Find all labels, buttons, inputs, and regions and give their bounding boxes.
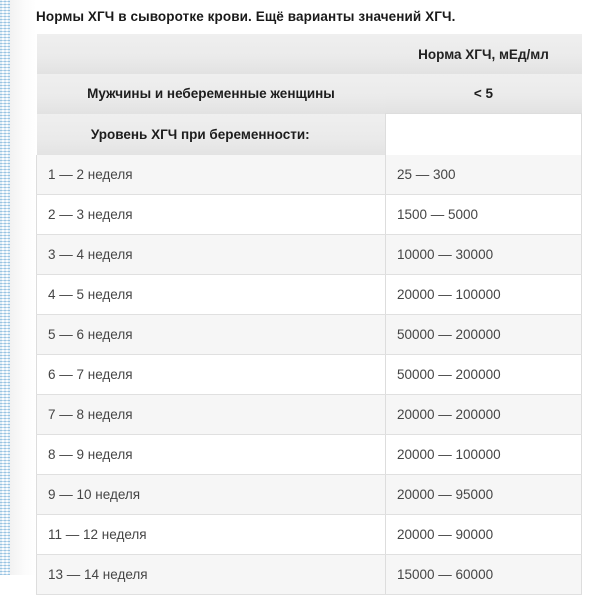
cell-hcg-value: 1500 — 5000: [385, 194, 582, 235]
table-header: Норма ХГЧ, мЕд/мл Мужчины и небеременные…: [36, 34, 582, 155]
cell-week-range: 8 — 9 неделя: [36, 434, 386, 475]
subheader-row-value: [385, 113, 582, 155]
page-title: Нормы ХГЧ в сыворотке крови. Ещё вариант…: [36, 9, 456, 24]
table-group-row-nonpregnant: Мужчины и небеременные женщины < 5: [36, 74, 582, 114]
cell-week-range: 2 — 3 неделя: [36, 194, 386, 235]
group-row-label: Мужчины и небеременные женщины: [36, 74, 386, 114]
table-row: 4 — 5 неделя 20000 — 100000: [36, 274, 582, 315]
cell-week-range: 11 — 12 неделя: [36, 514, 386, 555]
cell-hcg-value: 50000 — 200000: [385, 314, 582, 355]
decorative-page-edge-strip: [0, 0, 10, 575]
cell-week-range: 1 — 2 неделя: [36, 154, 386, 195]
cell-hcg-value: 20000 — 200000: [385, 394, 582, 435]
table-row: 8 — 9 неделя 20000 — 100000: [36, 434, 582, 475]
table-body: 1 — 2 неделя 25 — 300 2 — 3 неделя 1500 — 5…: [36, 154, 582, 595]
cell-hcg-value: 15000 — 60000: [385, 554, 582, 595]
cell-week-range: 7 — 8 неделя: [36, 394, 386, 435]
cell-hcg-value: 50000 — 200000: [385, 354, 582, 395]
cell-hcg-value: 20000 — 100000: [385, 274, 582, 315]
page-margin-shade: [10, 0, 36, 575]
cell-hcg-value: 25 — 300: [385, 154, 582, 195]
table-row: 9 — 10 неделя 20000 — 95000: [36, 474, 582, 515]
cell-hcg-value: 20000 — 90000: [385, 514, 582, 555]
table-row: 7 — 8 неделя 20000 — 200000: [36, 394, 582, 435]
group-row-value: < 5: [385, 74, 582, 114]
header-cell-blank: [36, 34, 386, 74]
table-row: 5 — 6 неделя 50000 — 200000: [36, 314, 582, 355]
cell-hcg-value: 20000 — 100000: [385, 434, 582, 475]
header-cell-measure: Норма ХГЧ, мЕд/мл: [385, 34, 582, 74]
cell-week-range: 4 — 5 неделя: [36, 274, 386, 315]
table-row: 6 — 7 неделя 50000 — 200000: [36, 354, 582, 395]
cell-week-range: 6 — 7 неделя: [36, 354, 386, 395]
table-row: 11 — 12 неделя 20000 — 90000: [36, 514, 582, 555]
cell-week-range: 5 — 6 неделя: [36, 314, 386, 355]
cell-week-range: 13 — 14 неделя: [36, 554, 386, 595]
cell-hcg-value: 10000 — 30000: [385, 234, 582, 275]
table-header-row: Норма ХГЧ, мЕд/мл: [36, 34, 582, 74]
cell-week-range: 9 — 10 неделя: [36, 474, 386, 515]
page-content: Нормы ХГЧ в сыворотке крови. Ещё вариант…: [36, 0, 600, 595]
table-subheader-row-pregnancy: Уровень ХГЧ при беременности:: [36, 113, 582, 155]
table-row: 1 — 2 неделя 25 — 300: [36, 154, 582, 195]
table-row: 13 — 14 неделя 15000 — 60000: [36, 554, 582, 595]
hcg-norms-table: Норма ХГЧ, мЕд/мл Мужчины и небеременные…: [36, 34, 582, 595]
table-row: 3 — 4 неделя 10000 — 30000: [36, 234, 582, 275]
cell-hcg-value: 20000 — 95000: [385, 474, 582, 515]
cell-week-range: 3 — 4 неделя: [36, 234, 386, 275]
subheader-row-label: Уровень ХГЧ при беременности:: [36, 113, 386, 155]
table-row: 2 — 3 неделя 1500 — 5000: [36, 194, 582, 235]
